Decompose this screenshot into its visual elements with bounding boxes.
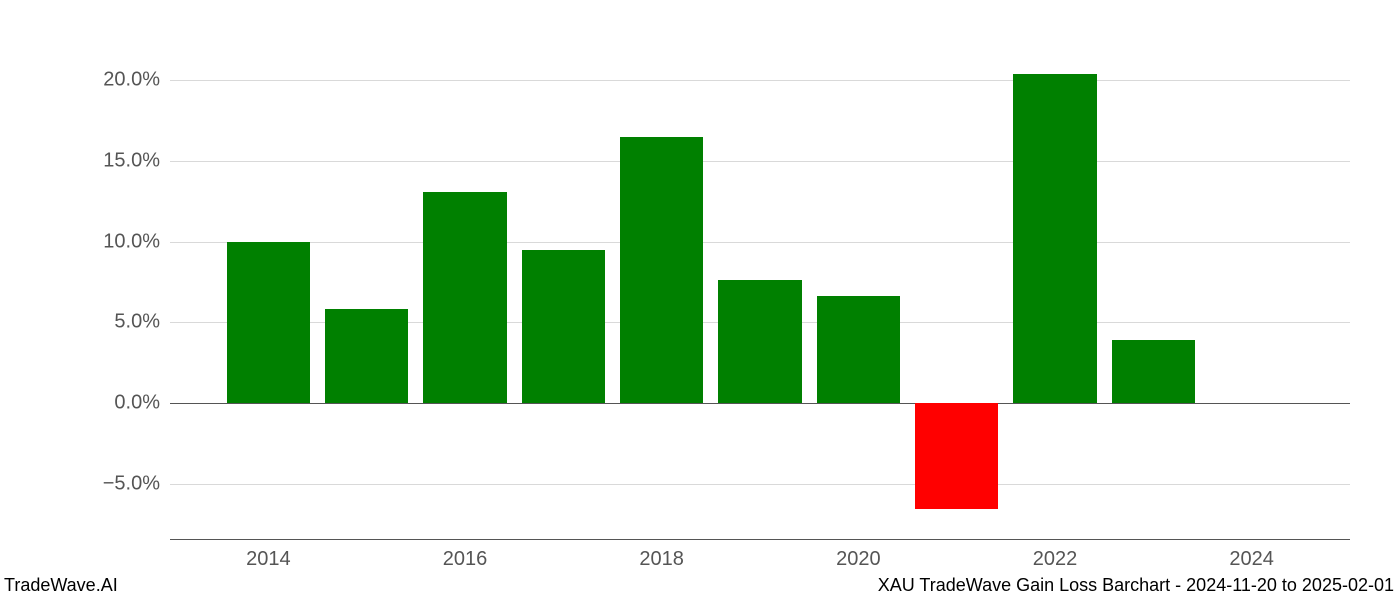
bar-2015 — [325, 309, 409, 403]
bar-2018 — [620, 137, 704, 403]
gridline — [170, 242, 1350, 243]
bar-2017 — [522, 250, 606, 403]
zero-line — [170, 403, 1350, 404]
xtick-label: 2020 — [836, 548, 881, 571]
gridline — [170, 80, 1350, 81]
ytick-label: 20.0% — [40, 69, 160, 92]
ytick-label: 5.0% — [40, 311, 160, 334]
bar-2022 — [1013, 74, 1097, 403]
xtick-label: 2016 — [443, 548, 488, 571]
plot-area — [170, 40, 1350, 540]
ytick-label: 10.0% — [40, 230, 160, 253]
xtick-label: 2022 — [1033, 548, 1078, 571]
bar-2020 — [817, 296, 901, 402]
ytick-label: 0.0% — [40, 391, 160, 414]
bar-2019 — [718, 280, 802, 403]
gain-loss-barchart: −5.0% 0.0% 5.0% 10.0% 15.0% 20.0% 2014 2016 201… — [0, 0, 1400, 600]
xtick-label: 2018 — [639, 548, 684, 571]
xtick-label: 2024 — [1229, 548, 1274, 571]
bar-2023 — [1112, 340, 1196, 403]
ytick-label: −5.0% — [40, 472, 160, 495]
bar-2014 — [227, 242, 311, 403]
gridline — [170, 161, 1350, 162]
bar-2021 — [915, 403, 999, 509]
ytick-label: 15.0% — [40, 149, 160, 172]
xtick-label: 2014 — [246, 548, 291, 571]
footer-caption: XAU TradeWave Gain Loss Barchart - 2024-… — [878, 575, 1394, 596]
footer-brand: TradeWave.AI — [4, 575, 118, 596]
gridline — [170, 484, 1350, 485]
bar-2016 — [423, 192, 507, 403]
